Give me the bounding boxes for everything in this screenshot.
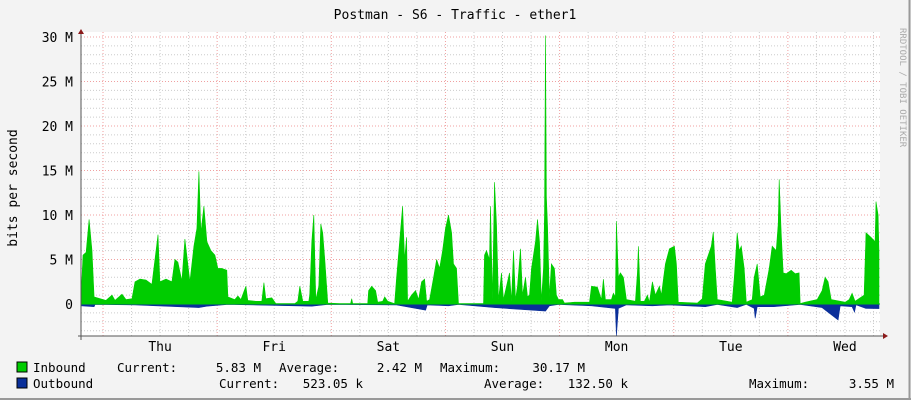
x-tick-label: Sun: [491, 340, 514, 355]
x-tick-label: Fri: [262, 340, 285, 355]
grid: [81, 32, 880, 336]
x-tick-label: Thu: [148, 340, 171, 355]
outbound-current-value: 523.05 k: [303, 376, 364, 391]
series-layer: [80, 35, 880, 336]
outbound-maximum-label: Maximum:: [749, 376, 809, 391]
y-tick-label: 30 M: [42, 31, 73, 46]
y-tick-label: 0: [65, 298, 73, 313]
y-tick-labels: 30 M 25 M 20 M 15 M 10 M 5 M 0: [42, 31, 73, 313]
legend-outbound-name: Outbound: [33, 376, 93, 391]
outbound-maximum-value: 3.55 M: [849, 376, 894, 391]
y-tick-label: 25 M: [42, 76, 73, 91]
y-axis-arrow-icon: [78, 29, 84, 34]
x-tick-label: Mon: [605, 340, 628, 355]
x-tick-label: Wed: [833, 340, 856, 355]
inbound-current-label: Current:: [117, 360, 177, 375]
y-tick-label: 5 M: [50, 254, 74, 269]
inbound-average-label: Average:: [279, 360, 339, 375]
x-tick-labels: Thu Fri Sat Sun Mon Tue Wed: [148, 340, 856, 355]
outbound-current-label: Current:: [219, 376, 279, 391]
legend-inbound-name: Inbound: [33, 360, 86, 375]
axes: [78, 29, 888, 340]
inbound-current-value: 5.83 M: [216, 360, 261, 375]
inbound-maximum-value: 30.17 M: [532, 360, 585, 375]
y-tick-label: 20 M: [42, 120, 73, 135]
series-inbound-area: [80, 35, 880, 305]
legend: Inbound Current: 5.83 M Average: 2.42 M …: [16, 360, 894, 391]
inbound-maximum-label: Maximum:: [440, 360, 500, 375]
series-outbound-area: [80, 303, 880, 336]
outbound-swatch: [16, 377, 28, 389]
x-tick-label: Sat: [377, 340, 400, 355]
outbound-average-value: 132.50 k: [568, 376, 629, 391]
legend-inbound: Inbound Current: 5.83 M Average: 2.42 M …: [16, 360, 585, 375]
chart-title: Postman - S6 - Traffic - ether1: [334, 8, 577, 23]
watermark: RRDTOOL / TOBI OETIKER: [897, 28, 907, 148]
y-axis-label: bits per second: [6, 129, 21, 246]
y-tick-label: 15 M: [42, 165, 73, 180]
x-axis-arrow-icon: [883, 333, 888, 339]
outbound-average-label: Average:: [484, 376, 544, 391]
x-tick-label: Tue: [719, 340, 743, 355]
inbound-swatch: [16, 361, 28, 373]
y-tick-label: 10 M: [42, 209, 73, 224]
inbound-average-value: 2.42 M: [377, 360, 422, 375]
legend-outbound: Outbound Current: 523.05 k Average: 132.…: [16, 376, 894, 391]
